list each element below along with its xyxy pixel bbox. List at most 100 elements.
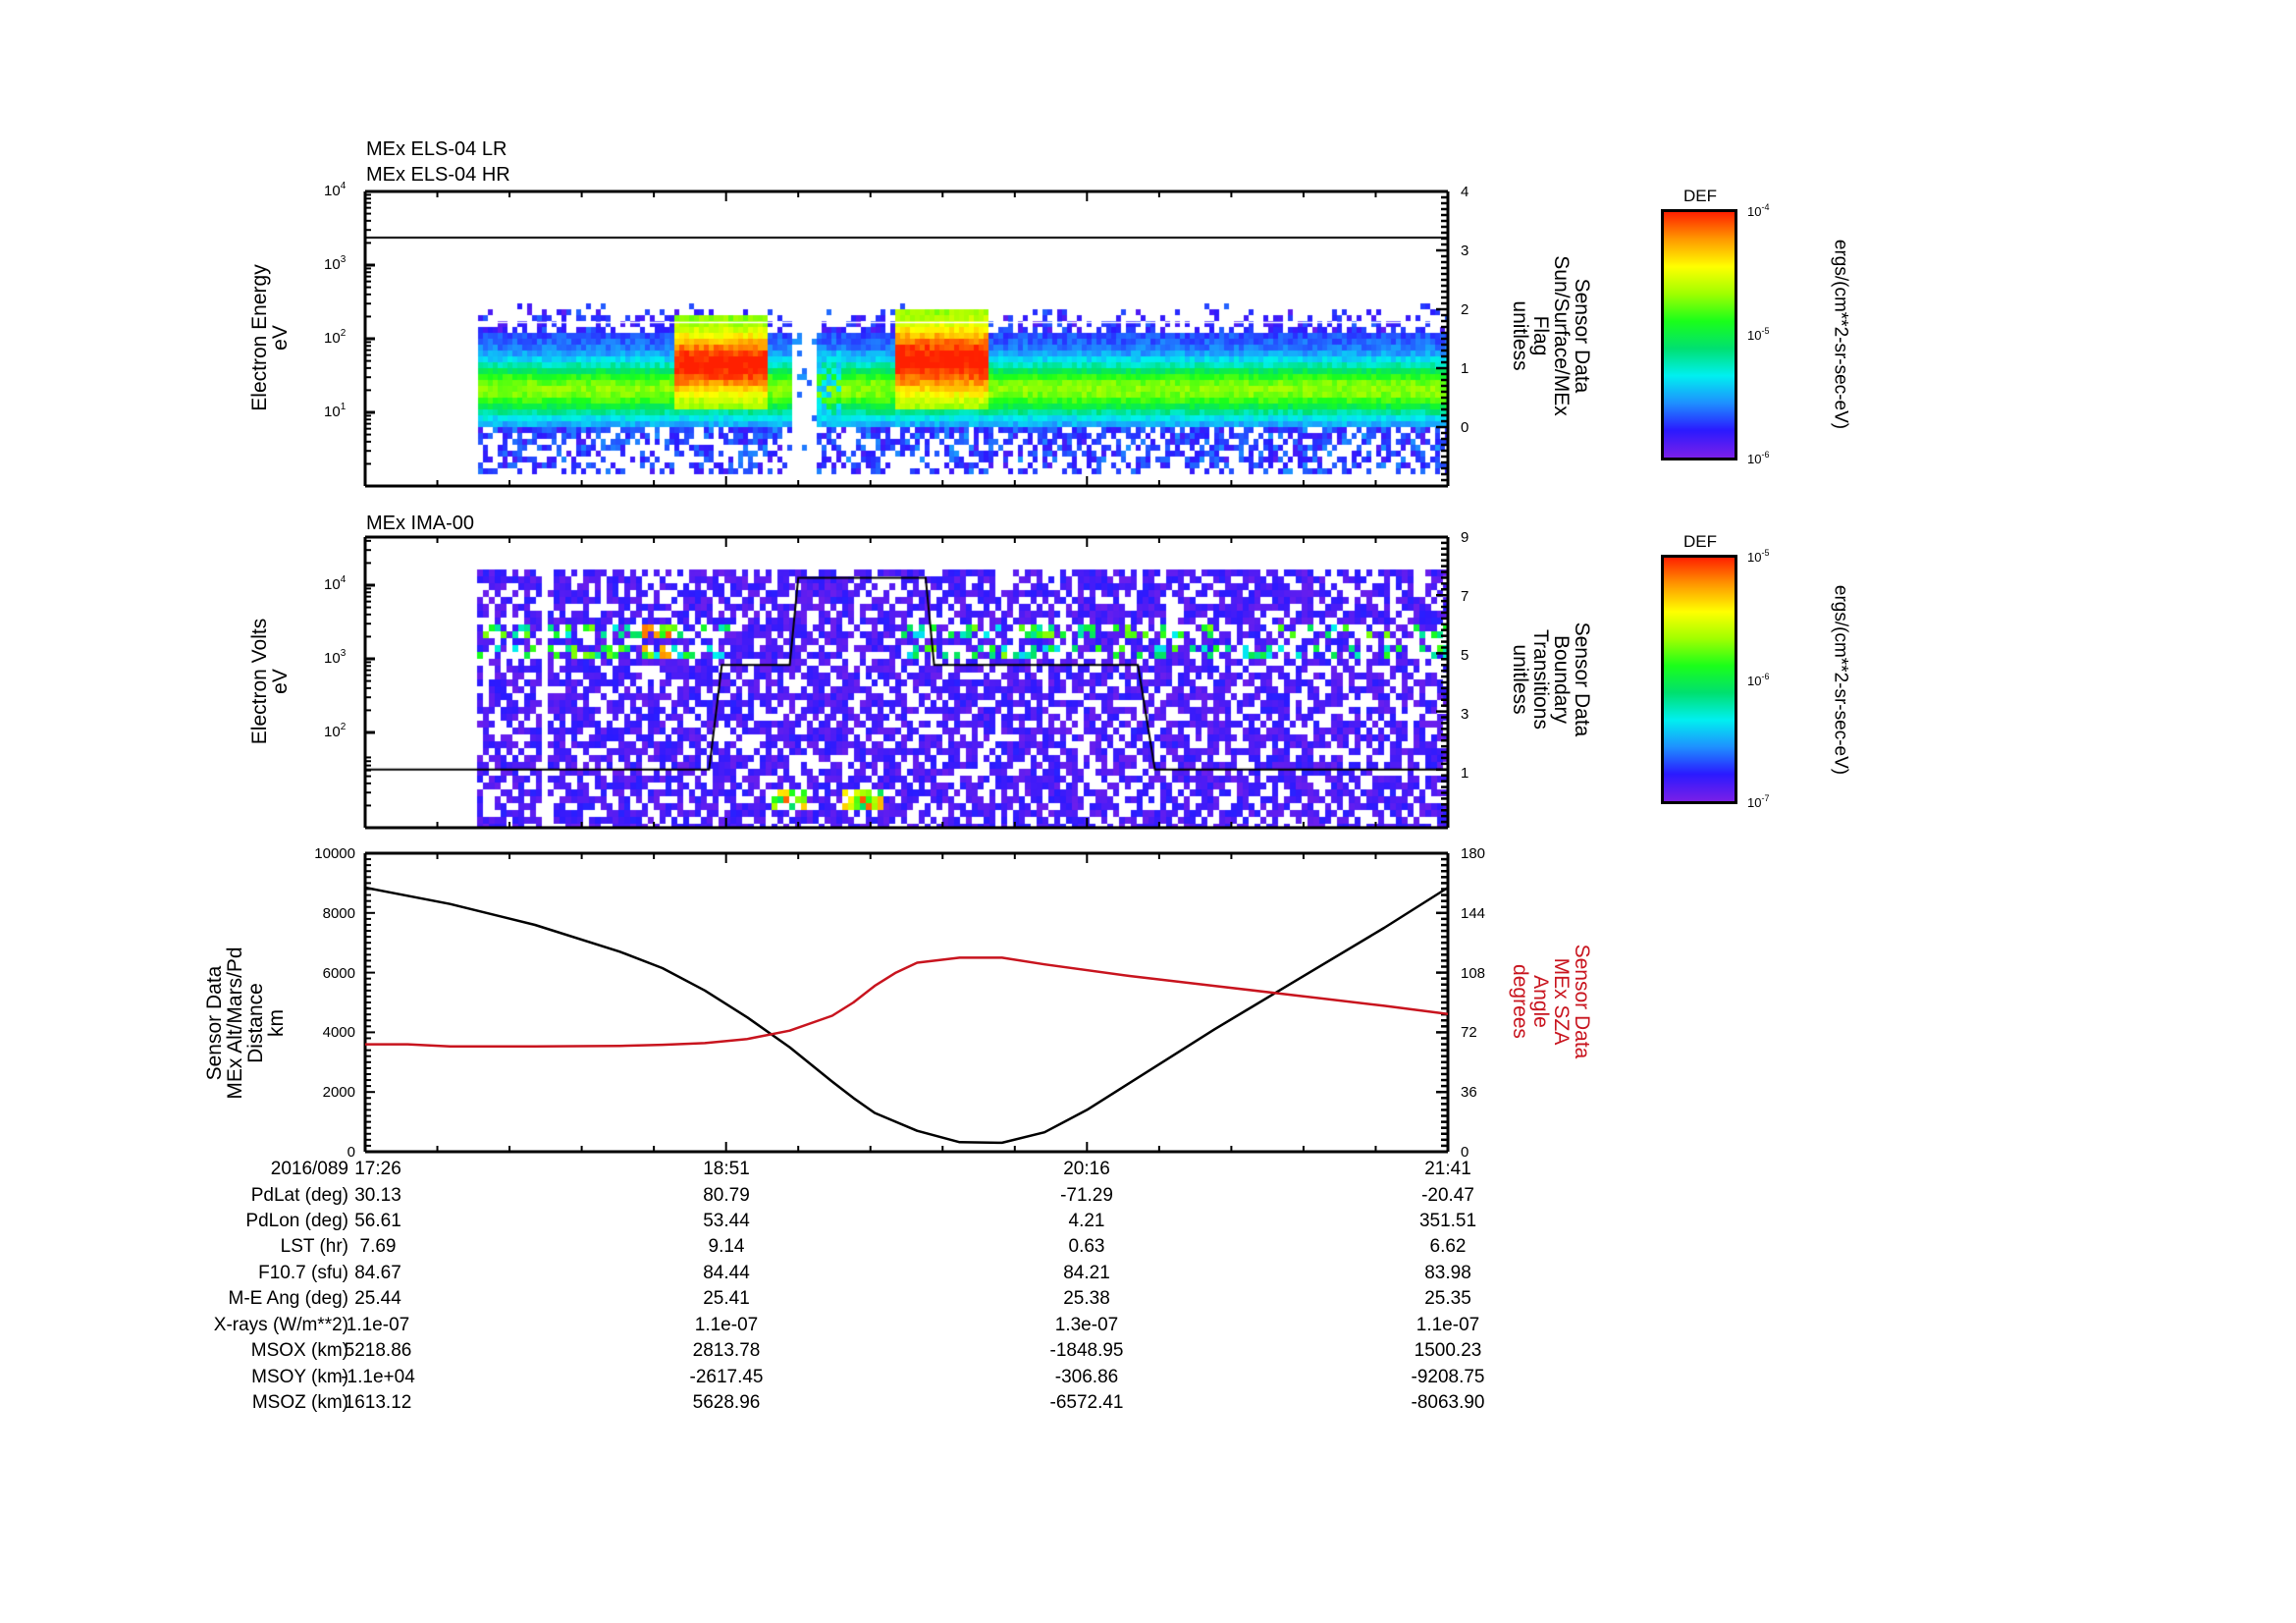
panel1-ytick-1e2: 102 (324, 328, 347, 347)
panel2-title: MEx IMA-00 (366, 513, 475, 534)
panel1-title-line1: MEx ELS-04 LR (366, 138, 507, 160)
panel2-rtick-5: 5 (1461, 647, 1469, 664)
panel2-ylabel: Electron Volts eV (248, 618, 292, 745)
panel2-right-ylabel: Sensor Data Boundary Transitions unitless (1509, 622, 1593, 737)
panel3-rtick-36: 36 (1461, 1084, 1477, 1101)
ephemeris-value: 4.21 (1068, 1211, 1105, 1231)
ephemeris-value: 83.98 (1424, 1263, 1471, 1283)
ephemeris-value: 2813.78 (692, 1340, 761, 1361)
colorbar2-units: ergs/(cm**2-sr-sec-eV) (1830, 584, 1851, 776)
panel3-ylabel: Sensor Data MEx Alt/Mars/Pd Distance km (203, 947, 288, 1100)
colorbar2-tick-mid: 10-6 (1747, 672, 1770, 688)
panel2-rtick-1: 1 (1461, 765, 1469, 782)
ephemeris-value: -306.86 (1054, 1367, 1119, 1387)
ephemeris-value: -71.29 (1060, 1185, 1113, 1206)
panel3-rtick-108: 108 (1461, 965, 1486, 982)
panel3-ytick-0: 0 (347, 1144, 355, 1161)
ephemeris-value: -1.1e+04 (341, 1367, 415, 1387)
ephemeris-row-label: F10.7 (sfu) (258, 1263, 348, 1283)
panel1-rtick-2: 2 (1461, 301, 1469, 318)
panel1-rtick-0: 0 (1461, 419, 1469, 436)
ephemeris-value: 25.41 (703, 1288, 750, 1309)
ephemeris-value: 84.21 (1063, 1263, 1110, 1283)
colorbar1-tick-max: 10-4 (1747, 202, 1770, 219)
ephemeris-value: 1.1e-07 (346, 1315, 410, 1335)
ephemeris-value: 7.69 (359, 1236, 397, 1257)
ephemeris-row-label: PdLat (deg) (250, 1185, 348, 1206)
ephemeris-value: 9.14 (708, 1236, 745, 1257)
ephemeris-value: -6572.41 (1049, 1392, 1124, 1413)
panel2-rtick-7: 7 (1461, 588, 1469, 605)
panel3-line-chart (363, 851, 1450, 1154)
panel2-ytick-1e4: 104 (324, 574, 347, 593)
panel1-ytick-1e4: 104 (324, 181, 347, 199)
els-spectrogram (365, 191, 1448, 486)
ephemeris-row-label: M-E Ang (deg) (228, 1288, 349, 1309)
ephemeris-value: -9208.75 (1411, 1367, 1485, 1387)
colorbar2-tick-min: 10-7 (1747, 793, 1770, 810)
ephemeris-value: -2617.45 (689, 1367, 764, 1387)
panel1-rtick-3: 3 (1461, 243, 1469, 259)
ephemeris-value: 25.35 (1424, 1288, 1471, 1309)
ephemeris-value: 0.63 (1068, 1236, 1105, 1257)
ephemeris-value: 6.62 (1429, 1236, 1467, 1257)
ephemeris-value: 25.38 (1063, 1288, 1110, 1309)
altitude-line (364, 886, 1449, 1145)
ephemeris-value: 5218.86 (344, 1340, 412, 1361)
colorbar1-title: DEF (1683, 187, 1717, 205)
panel1-ylabel: Electron Energy eV (248, 264, 292, 411)
panel2-ytick-1e2: 102 (324, 722, 347, 740)
panel1-rtick-4: 4 (1461, 184, 1469, 200)
ephemeris-row-label: MSOZ (km) (251, 1392, 348, 1413)
ephemeris-value: 1.1e-07 (694, 1315, 759, 1335)
colorbar1 (1661, 209, 1737, 460)
colorbar2 (1661, 555, 1737, 804)
ephemeris-value: 84.67 (354, 1263, 401, 1283)
ephemeris-value: 1.1e-07 (1415, 1315, 1480, 1335)
panel3-ytick-6000: 6000 (322, 965, 355, 982)
panel3-rtick-144: 144 (1461, 905, 1486, 922)
ephemeris-value: 1500.23 (1414, 1340, 1482, 1361)
panel3-rtick-180: 180 (1461, 845, 1486, 862)
ephemeris-value: 84.44 (703, 1263, 750, 1283)
ephemeris-value: 80.79 (703, 1185, 750, 1206)
panel1-ytick-1e1: 101 (324, 402, 347, 420)
panel3-right-ylabel: Sensor Data MEx SZA Angle degrees (1509, 944, 1593, 1059)
panel3-rtick-0: 0 (1461, 1144, 1469, 1161)
ephemeris-value: 30.13 (354, 1185, 401, 1206)
colorbar1-units: ergs/(cm**2-sr-sec-eV) (1830, 239, 1851, 430)
panel3-ytick-8000: 8000 (322, 905, 355, 922)
panel1-right-ylabel: Sensor Data Sun/Surface/MEx Flag unitless (1509, 255, 1593, 416)
ephemeris-value: 53.44 (703, 1211, 750, 1231)
panel1-rtick-1: 1 (1461, 360, 1469, 377)
ephemeris-value: -1848.95 (1049, 1340, 1124, 1361)
panel2-axes (363, 535, 1450, 830)
ephemeris-value: 1.3e-07 (1054, 1315, 1119, 1335)
ephemeris-value: 1613.12 (344, 1392, 412, 1413)
ephemeris-value: 351.51 (1418, 1211, 1477, 1231)
ephemeris-row-label: MSOX (km) (250, 1340, 348, 1361)
x-tick-label: 21:41 (1424, 1159, 1471, 1179)
ephemeris-row-label: MSOY (km) (251, 1367, 348, 1387)
ephemeris-row-label: X-rays (W/m**2) (213, 1315, 348, 1335)
x-tick-label: 20:16 (1063, 1159, 1110, 1179)
colorbar2-tick-max: 10-5 (1747, 548, 1770, 565)
x-tick-label: 17:26 (354, 1159, 401, 1179)
panel3-rtick-72: 72 (1461, 1024, 1477, 1041)
panel1-ytick-1e3: 103 (324, 254, 347, 273)
x-tick-label: 18:51 (703, 1159, 750, 1179)
ima-spectrogram (365, 537, 1448, 828)
panel3-ytick-10000: 10000 (314, 845, 355, 862)
ephemeris-row-label: LST (hr) (280, 1236, 348, 1257)
ephemeris-row-label: 2016/089 (270, 1159, 348, 1179)
ephemeris-value: -20.47 (1421, 1185, 1474, 1206)
sza-line (365, 956, 1449, 1049)
ephemeris-row-label: PdLon (deg) (245, 1211, 348, 1231)
colorbar2-title: DEF (1683, 532, 1717, 551)
panel2-rtick-9: 9 (1461, 529, 1469, 546)
panel3-ytick-2000: 2000 (322, 1084, 355, 1101)
ephemeris-value: 25.44 (354, 1288, 401, 1309)
colorbar1-tick-min: 10-6 (1747, 450, 1770, 466)
ephemeris-value: 56.61 (354, 1211, 401, 1231)
panel1-title-line2: MEx ELS-04 HR (366, 164, 510, 186)
